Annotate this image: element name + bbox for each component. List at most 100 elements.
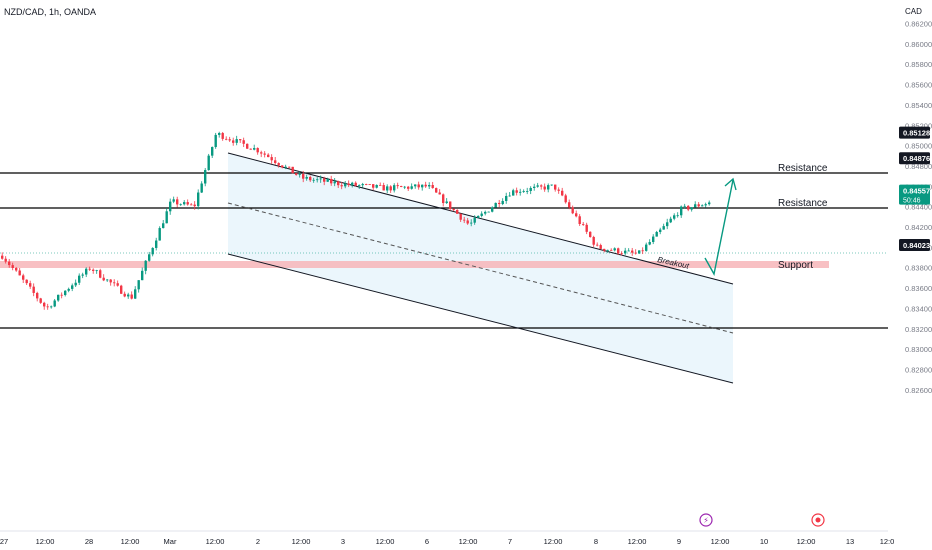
candle-body bbox=[253, 148, 256, 150]
svg-text:⚡: ⚡ bbox=[703, 516, 709, 525]
candle-body bbox=[708, 202, 711, 205]
candle-body bbox=[158, 228, 161, 241]
candle-body bbox=[389, 186, 392, 191]
price-tick-label: 0.83800 bbox=[905, 264, 932, 273]
candle-body bbox=[568, 202, 571, 208]
channel-lower-line[interactable] bbox=[227, 253, 734, 384]
candle-body bbox=[260, 152, 263, 154]
candle-body bbox=[466, 220, 469, 224]
time-tick-label: 3 bbox=[341, 537, 345, 546]
candle-body bbox=[92, 269, 95, 271]
time-tick-label: 8 bbox=[594, 537, 598, 546]
candle-body bbox=[15, 267, 18, 271]
time-tick-label: 12:00 bbox=[711, 537, 730, 546]
resistance-label-lower: Resistance bbox=[778, 198, 828, 209]
time-tick-label: 2 bbox=[256, 537, 260, 546]
time-tick-label: 12:00 bbox=[544, 537, 563, 546]
resistance-label-upper: Resistance bbox=[778, 163, 828, 174]
time-axis[interactable]: 27 12:00 28 12:00 Mar 12:00 2 12:00 3 12:00 6 12:00… bbox=[0, 530, 894, 546]
candle-body bbox=[162, 223, 165, 229]
candle-body bbox=[64, 290, 67, 296]
svg-text:0.84876: 0.84876 bbox=[903, 154, 930, 163]
candle-body bbox=[417, 184, 420, 188]
price-axis[interactable]: CAD 0.86200 0.86000 0.85800 0.85600 0.85400 0… bbox=[899, 7, 932, 395]
candle-body bbox=[235, 139, 238, 143]
price-tick-label: 0.84200 bbox=[905, 223, 932, 232]
currency-label: CAD bbox=[905, 7, 922, 16]
price-badge: 0.84023 bbox=[899, 239, 930, 252]
candle-body bbox=[676, 215, 679, 217]
price-tick-label: 0.85200 bbox=[905, 121, 932, 130]
candle-body bbox=[666, 222, 669, 227]
candle-body bbox=[582, 224, 585, 225]
channel-median-line[interactable] bbox=[227, 202, 734, 334]
candle-body bbox=[127, 294, 130, 297]
candle-body bbox=[116, 283, 119, 286]
candle-body bbox=[71, 285, 74, 289]
time-tick-label: 12:00 bbox=[628, 537, 647, 546]
candle-body bbox=[655, 231, 658, 237]
price-tick-label: 0.83000 bbox=[905, 345, 932, 354]
candle-body bbox=[431, 185, 434, 189]
candle-body bbox=[344, 183, 347, 187]
candle-body bbox=[554, 184, 557, 190]
candle-body bbox=[683, 205, 686, 207]
candle-body bbox=[669, 218, 672, 223]
candle-body bbox=[172, 199, 175, 202]
candle-body bbox=[694, 204, 697, 208]
candle-body bbox=[414, 184, 417, 187]
candle-body bbox=[25, 279, 28, 284]
candle-body bbox=[354, 182, 357, 186]
svg-text:0.84023: 0.84023 bbox=[903, 241, 930, 250]
candle-body bbox=[620, 253, 623, 255]
candle-body bbox=[501, 200, 504, 205]
projection-arrow[interactable] bbox=[704, 177, 737, 276]
price-badge: 0.84876 bbox=[899, 152, 930, 165]
candle-body bbox=[494, 202, 497, 208]
time-tick-label: 12:00 bbox=[459, 537, 478, 546]
candle-body bbox=[603, 248, 606, 251]
candle-body bbox=[540, 185, 543, 187]
candle-body bbox=[109, 279, 112, 283]
candle-body bbox=[445, 201, 448, 204]
candle-body bbox=[505, 195, 508, 201]
channel-upper-line[interactable] bbox=[227, 152, 734, 285]
candle-body bbox=[39, 298, 42, 303]
time-tick-label: 10 bbox=[760, 537, 768, 546]
candle-body bbox=[319, 178, 322, 180]
candle-body bbox=[421, 184, 424, 188]
candle-body bbox=[526, 191, 529, 192]
candle-body bbox=[106, 279, 109, 281]
time-tick-label: Mar bbox=[164, 537, 177, 546]
candle-body bbox=[449, 201, 452, 209]
support-zone bbox=[0, 261, 829, 268]
candle-body bbox=[652, 236, 655, 243]
price-tick-label: 0.85000 bbox=[905, 142, 932, 151]
candle-body bbox=[277, 163, 280, 166]
candle-body bbox=[617, 248, 620, 254]
candle-body bbox=[305, 176, 308, 179]
candle-body bbox=[372, 184, 375, 188]
candle-body bbox=[190, 204, 193, 206]
candle-body bbox=[246, 143, 249, 149]
time-tick-label: 6 bbox=[425, 537, 429, 546]
candle-body bbox=[438, 192, 441, 195]
candle-body bbox=[284, 166, 287, 168]
economic-event-icon[interactable] bbox=[811, 513, 825, 527]
candle-body bbox=[480, 213, 483, 216]
candle-body bbox=[316, 179, 319, 181]
price-tick-label: 0.84400 bbox=[905, 203, 932, 212]
candle-body bbox=[330, 178, 333, 184]
time-tick-label: 9 bbox=[677, 537, 681, 546]
candle-body bbox=[4, 258, 7, 262]
candle-body bbox=[141, 270, 144, 281]
lightning-event-icon[interactable]: ⚡ bbox=[699, 513, 713, 527]
candle-body bbox=[207, 155, 210, 171]
candle-body bbox=[442, 194, 445, 204]
candle-body bbox=[130, 294, 133, 299]
candle-body bbox=[498, 202, 501, 205]
candle-body bbox=[547, 185, 550, 190]
candle-body bbox=[382, 185, 385, 191]
candle-body bbox=[249, 148, 252, 150]
